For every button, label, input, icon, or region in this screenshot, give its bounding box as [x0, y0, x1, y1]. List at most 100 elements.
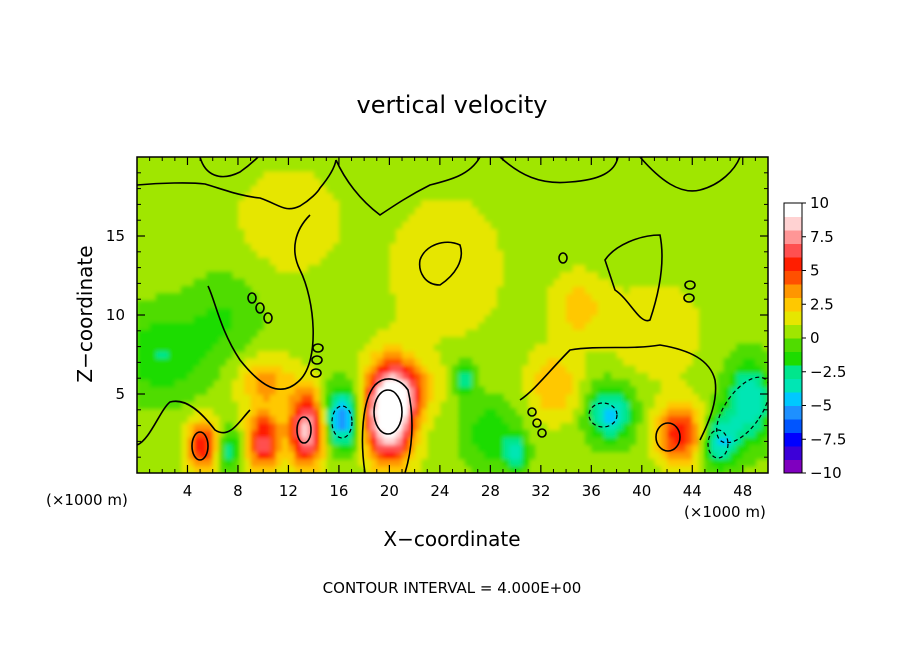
field-cell [193, 444, 201, 453]
field-cell [414, 458, 422, 467]
field-cell [256, 185, 264, 194]
field-cell [174, 343, 182, 352]
field-cell [667, 386, 674, 395]
field-cell [162, 386, 170, 395]
field-cell [345, 437, 353, 445]
field-cell [408, 343, 416, 352]
field-cell [193, 279, 201, 287]
field-cell [629, 329, 637, 338]
field-cell [168, 307, 176, 316]
field-cell [446, 329, 454, 338]
field-cell [389, 408, 397, 417]
field-cell [578, 300, 586, 309]
field-cell [477, 444, 485, 453]
field-cell [143, 336, 151, 345]
field-cell [742, 379, 750, 388]
field-cell [174, 401, 182, 409]
field-cell [591, 386, 599, 395]
field-cell [206, 307, 214, 316]
field-cell [200, 422, 208, 431]
field-cell [137, 394, 144, 402]
field-cell [648, 358, 656, 366]
field-cell [395, 279, 403, 287]
field-cell [282, 207, 290, 216]
field-cell [484, 444, 491, 453]
field-cell [616, 336, 624, 345]
field-cell [540, 401, 548, 409]
field-cell [685, 401, 693, 409]
field-cell [679, 465, 687, 473]
field-cell [250, 365, 258, 374]
x-unit-left: (×1000 m) [46, 491, 128, 509]
field-cell [679, 358, 687, 366]
field-cell [723, 408, 731, 417]
field-cell [155, 300, 163, 309]
field-cell [420, 372, 428, 381]
field-cell [212, 322, 220, 330]
field-cell [648, 329, 656, 338]
field-cell [521, 465, 529, 473]
field-cell [345, 422, 353, 431]
field-cell [458, 429, 466, 438]
field-cell [301, 228, 308, 237]
field-cell [206, 422, 214, 431]
field-cell [572, 293, 580, 302]
field-cell [446, 243, 454, 251]
field-cell [660, 401, 668, 409]
field-cell [566, 386, 573, 395]
field-cell [635, 358, 643, 366]
field-cell [654, 358, 662, 366]
field-cell [319, 451, 327, 460]
field-cell [433, 329, 441, 338]
colorbar-swatch [784, 351, 802, 366]
field-cell [585, 394, 592, 402]
field-cell [667, 394, 674, 402]
field-cell [433, 243, 441, 251]
field-cell [414, 408, 422, 417]
field-cell [572, 379, 580, 388]
field-cell [761, 401, 768, 409]
field-cell [263, 171, 271, 180]
field-cell [420, 315, 428, 323]
field-cell [578, 422, 586, 431]
field-cell [408, 279, 416, 287]
field-cell [591, 379, 599, 388]
field-cell [566, 322, 573, 330]
field-cell [275, 422, 283, 431]
field-cell [187, 365, 195, 374]
field-cell [572, 264, 580, 273]
field-cell [288, 200, 296, 208]
contour-updraft-core [373, 389, 403, 435]
field-cell [742, 458, 750, 467]
field-cell [307, 236, 315, 244]
field-cell [307, 365, 315, 374]
field-cell [755, 386, 763, 395]
field-cell [610, 286, 618, 295]
field-cell [635, 315, 643, 323]
field-cell [654, 401, 662, 409]
field-cell [465, 458, 473, 467]
field-cell [635, 415, 643, 424]
field-cell [736, 444, 744, 453]
contour-central-updraft [361, 378, 413, 473]
field-cell [288, 437, 296, 445]
field-cell [402, 437, 409, 445]
field-cell [484, 236, 491, 244]
field-cell [685, 350, 693, 359]
field-cell [484, 415, 491, 424]
field-cell [521, 365, 529, 374]
field-cell [736, 401, 744, 409]
field-cell [162, 401, 170, 409]
field-cell [660, 286, 668, 295]
field-cell [219, 451, 226, 460]
field-cell [193, 437, 201, 445]
field-cell [357, 350, 365, 359]
field-cell [515, 429, 523, 438]
field-cell [597, 401, 605, 409]
field-cell [547, 350, 555, 359]
field-cell [452, 315, 460, 323]
field-cell [547, 379, 555, 388]
field-cell [559, 365, 567, 374]
field-cell [477, 458, 485, 467]
field-cell [414, 322, 422, 330]
